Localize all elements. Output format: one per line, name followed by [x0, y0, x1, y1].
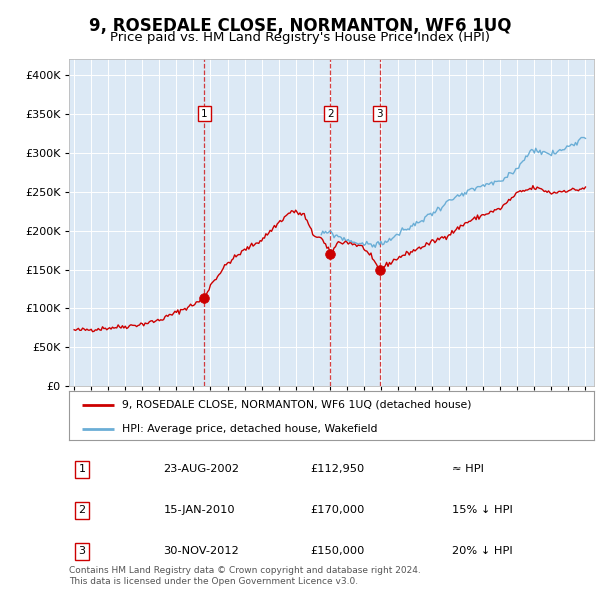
- Text: HPI: Average price, detached house, Wakefield: HPI: Average price, detached house, Wake…: [121, 424, 377, 434]
- Text: £170,000: £170,000: [311, 505, 365, 515]
- Text: 2: 2: [79, 505, 86, 515]
- Text: 9, ROSEDALE CLOSE, NORMANTON, WF6 1UQ (detached house): 9, ROSEDALE CLOSE, NORMANTON, WF6 1UQ (d…: [121, 399, 471, 409]
- Text: ≈ HPI: ≈ HPI: [452, 464, 484, 474]
- Text: 9, ROSEDALE CLOSE, NORMANTON, WF6 1UQ: 9, ROSEDALE CLOSE, NORMANTON, WF6 1UQ: [89, 17, 511, 35]
- Text: 15% ↓ HPI: 15% ↓ HPI: [452, 505, 513, 515]
- Text: £150,000: £150,000: [311, 546, 365, 556]
- Text: 1: 1: [79, 464, 86, 474]
- Text: 23-AUG-2002: 23-AUG-2002: [163, 464, 239, 474]
- Text: 3: 3: [376, 109, 383, 119]
- Text: 15-JAN-2010: 15-JAN-2010: [163, 505, 235, 515]
- Text: 20% ↓ HPI: 20% ↓ HPI: [452, 546, 513, 556]
- Text: £112,950: £112,950: [311, 464, 365, 474]
- Text: 30-NOV-2012: 30-NOV-2012: [163, 546, 239, 556]
- Text: Price paid vs. HM Land Registry's House Price Index (HPI): Price paid vs. HM Land Registry's House …: [110, 31, 490, 44]
- Text: 3: 3: [79, 546, 86, 556]
- Text: 1: 1: [201, 109, 208, 119]
- Text: 2: 2: [327, 109, 334, 119]
- Text: Contains HM Land Registry data © Crown copyright and database right 2024.
This d: Contains HM Land Registry data © Crown c…: [69, 566, 421, 586]
